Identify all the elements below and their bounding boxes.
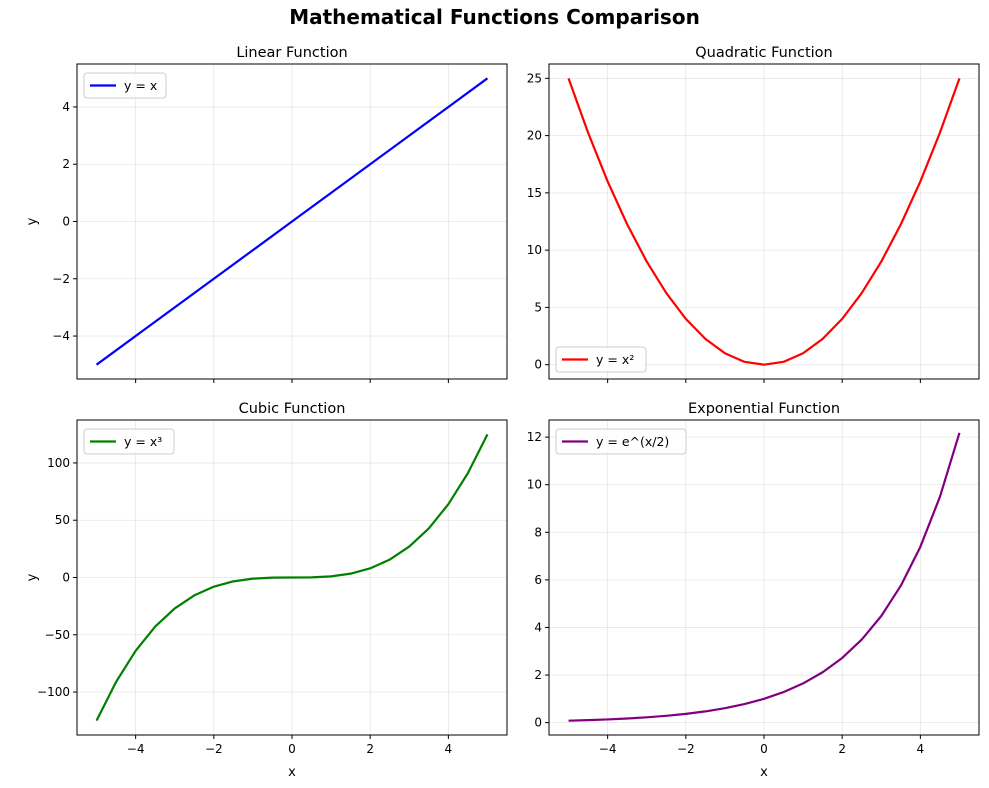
exponential-legend: y = e^(x/2) <box>555 428 687 455</box>
exponential-ytick-label: 6 <box>534 573 542 587</box>
cubic-ytick-label: −100 <box>37 685 70 699</box>
cubic-xtick-label: 0 <box>288 742 296 756</box>
exponential-ytick-label: 0 <box>534 716 542 730</box>
exponential-ytick-label: 10 <box>527 478 542 492</box>
exponential-panel-title: Exponential Function <box>688 401 840 417</box>
cubic-xtick-label: −4 <box>127 742 145 756</box>
quadratic-series-line <box>567 77 961 366</box>
quadratic-ytick-label: 25 <box>527 71 542 85</box>
linear-legend: y = x <box>83 72 167 99</box>
cubic-panel-title: Cubic Function <box>239 401 346 417</box>
linear-function-panel: −4 −2 0 2 4 Linear Function y y = x <box>25 45 508 383</box>
exponential-xaxis-label: x <box>760 765 768 780</box>
exponential-ytick-label: 12 <box>527 430 542 444</box>
exponential-xtick-label: −4 <box>599 742 617 756</box>
exponential-function-panel: −4 −2 0 2 4 0 2 4 6 8 10 12 Exponential Function x y =… <box>527 401 980 780</box>
quadratic-ytick-label: 5 <box>534 300 542 314</box>
cubic-xtick-label: −2 <box>205 742 223 756</box>
quadratic-legend-box <box>555 346 647 373</box>
cubic-yaxis-label: y <box>25 573 40 581</box>
linear-ytick-label: 4 <box>62 100 70 114</box>
exponential-xtick-label: −2 <box>677 742 695 756</box>
quadratic-function-panel: 0 5 10 15 20 25 Quadratic Function y = x² <box>527 45 980 383</box>
exponential-xtick-label: 0 <box>760 742 768 756</box>
cubic-series-line <box>95 433 489 722</box>
quadratic-panel-title: Quadratic Function <box>695 45 833 61</box>
cubic-xtick-label: 4 <box>445 742 453 756</box>
exponential-ytick-label: 8 <box>534 525 542 539</box>
linear-ytick-label: −4 <box>52 329 70 343</box>
cubic-legend-label: y = x³ <box>124 434 162 449</box>
cubic-xtick-label: 2 <box>366 742 374 756</box>
quadratic-ytick-label: 15 <box>527 186 542 200</box>
cubic-legend: y = x³ <box>83 428 175 455</box>
cubic-function-panel: −4 −2 0 2 4 −100 −50 0 50 100 Cubic Function x y y = … <box>25 401 508 780</box>
cubic-ytick-label: 100 <box>47 456 70 470</box>
linear-ytick-label: 0 <box>62 215 70 229</box>
exponential-ytick-label: 4 <box>534 620 542 634</box>
cubic-ytick-label: 50 <box>55 513 70 527</box>
linear-panel-title: Linear Function <box>236 45 347 61</box>
exponential-legend-box <box>555 428 687 455</box>
exponential-series-line <box>568 432 961 722</box>
cubic-xaxis-label: x <box>288 765 296 780</box>
quadratic-ytick-label: 10 <box>527 243 542 257</box>
figure-title: Mathematical Functions Comparison <box>289 5 700 29</box>
linear-legend-box <box>83 72 167 99</box>
exponential-xtick-label: 2 <box>838 742 846 756</box>
cubic-ytick-label: −50 <box>45 628 70 642</box>
quadratic-ytick-label: 0 <box>534 358 542 372</box>
exponential-ytick-label: 2 <box>534 668 542 682</box>
linear-legend-label: y = x <box>124 78 157 93</box>
exponential-legend-label: y = e^(x/2) <box>596 434 669 449</box>
quadratic-legend: y = x² <box>555 346 647 373</box>
linear-series-line <box>95 77 489 366</box>
quadratic-ytick-label: 20 <box>527 129 542 143</box>
cubic-legend-box <box>83 428 175 455</box>
cubic-ytick-label: 0 <box>62 571 70 585</box>
quadratic-legend-label: y = x² <box>596 352 634 367</box>
linear-ytick-label: 2 <box>62 157 70 171</box>
linear-ytick-label: −2 <box>52 272 70 286</box>
exponential-xtick-label: 4 <box>917 742 925 756</box>
linear-yaxis-label: y <box>25 217 40 225</box>
